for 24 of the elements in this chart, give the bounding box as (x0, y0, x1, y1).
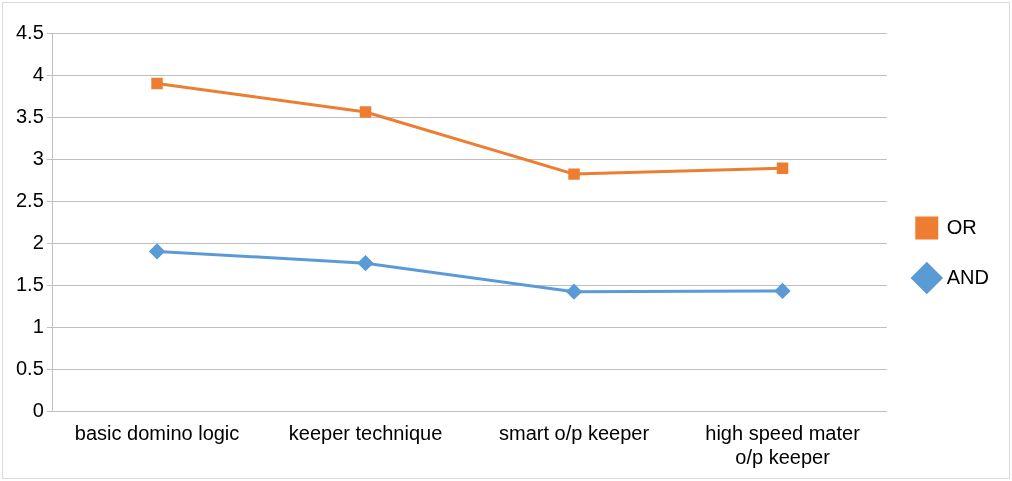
y-tick-label: 3 (32, 146, 44, 169)
y-tick-label: 3.5 (15, 104, 44, 127)
y-tick-label: 0.5 (15, 356, 44, 379)
point (566, 284, 582, 300)
x-tick-label: smart o/p keeper (499, 421, 650, 444)
y-tick-label: 1.5 (15, 272, 44, 295)
point (149, 243, 165, 259)
legend-label: OR (946, 215, 977, 238)
point (568, 168, 580, 180)
point (151, 77, 163, 90)
x-tick-label: keeper technique (288, 421, 443, 444)
y-tick-label: 2 (32, 230, 44, 253)
y-tick-label: 4.5 (15, 20, 44, 43)
point (359, 106, 372, 118)
x-tick-label: high speed mater o/p keeper (705, 421, 861, 468)
legend-label: AND (946, 265, 990, 288)
point (776, 162, 789, 174)
point (358, 255, 374, 271)
point (775, 283, 791, 299)
y-tick-label: 0 (32, 398, 44, 421)
y-tick-label: 4 (32, 62, 44, 85)
x-tick-label: basic domino logic (74, 421, 240, 444)
y-tick-label: 2.5 (15, 188, 44, 211)
y-tick-label: 1 (32, 314, 44, 337)
